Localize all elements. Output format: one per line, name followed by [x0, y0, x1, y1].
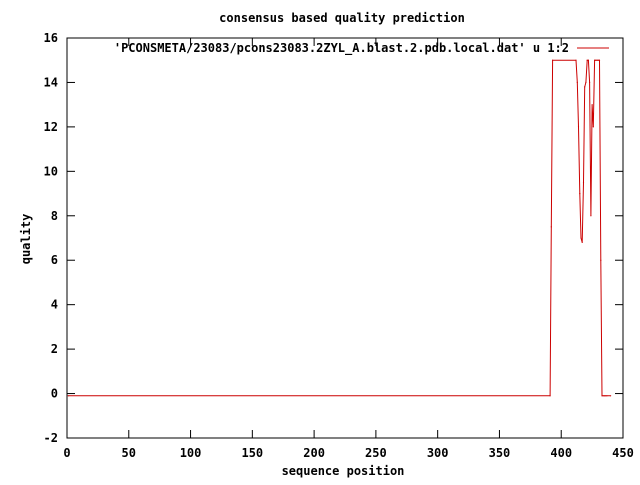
y-tick-label: 14	[44, 75, 58, 89]
data-point	[598, 59, 601, 61]
x-tick-label: 100	[180, 446, 202, 460]
chart-title: consensus based quality prediction	[219, 11, 465, 25]
data-point	[610, 395, 612, 397]
data-point	[549, 395, 551, 397]
data-point	[579, 193, 581, 195]
y-tick-label: 0	[51, 387, 58, 401]
data-point	[576, 81, 578, 83]
data-point	[67, 395, 69, 397]
x-tick-label: 400	[550, 446, 572, 460]
data-point	[601, 395, 603, 397]
data-point	[595, 59, 597, 61]
y-tick-label: 12	[44, 120, 58, 134]
data-point	[597, 59, 599, 61]
data-point	[589, 81, 591, 83]
data-point	[550, 226, 552, 228]
axes: -2 0 2 4 6 8 10 12 14 16 0 50 100 150 200 250 300 350 400 4…	[44, 31, 634, 460]
legend-label: 'PCONSMETA/23083/pcons23083.2ZYL_A.blast…	[114, 41, 569, 56]
x-tick-label: 350	[489, 446, 511, 460]
y-tick-label: 8	[51, 209, 58, 223]
plot-frame	[66, 37, 624, 439]
x-tick-label: 250	[365, 446, 387, 460]
y-tick-label: 16	[44, 31, 58, 45]
series-layer	[67, 59, 612, 397]
x-tick-label: 150	[241, 446, 263, 460]
data-point	[580, 237, 582, 239]
data-point	[577, 126, 580, 128]
data-point	[602, 395, 604, 397]
x-axis-label: sequence position	[282, 464, 405, 478]
data-point	[575, 59, 577, 61]
y-tick-label: -2	[44, 431, 58, 445]
data-point	[584, 86, 586, 88]
legend: 'PCONSMETA/23083/pcons23083.2ZYL_A.blast…	[114, 41, 609, 56]
data-point	[603, 395, 606, 397]
data-point	[552, 59, 554, 61]
y-tick-label: 10	[44, 164, 58, 178]
data-point	[586, 59, 588, 61]
data-point	[592, 126, 594, 128]
data-point	[600, 259, 602, 261]
data-point	[594, 59, 596, 61]
data-point	[591, 104, 593, 106]
x-tick-label: 450	[612, 446, 634, 460]
y-axis-label: quality	[19, 214, 33, 265]
data-point	[581, 241, 583, 243]
y-tick-label: 2	[51, 342, 58, 356]
data-point	[585, 81, 587, 83]
x-tick-label: 200	[303, 446, 325, 460]
data-point	[606, 395, 608, 397]
y-tick-label: 6	[51, 253, 58, 267]
data-point	[605, 395, 607, 397]
x-tick-label: 0	[63, 446, 70, 460]
data-point	[587, 59, 590, 61]
y-tick-label: 4	[51, 298, 58, 312]
series-line	[68, 59, 611, 397]
data-point	[596, 59, 598, 61]
x-tick-label: 300	[427, 446, 449, 460]
data-point	[590, 215, 592, 217]
data-point	[582, 181, 585, 183]
x-tick-label: 50	[122, 446, 136, 460]
